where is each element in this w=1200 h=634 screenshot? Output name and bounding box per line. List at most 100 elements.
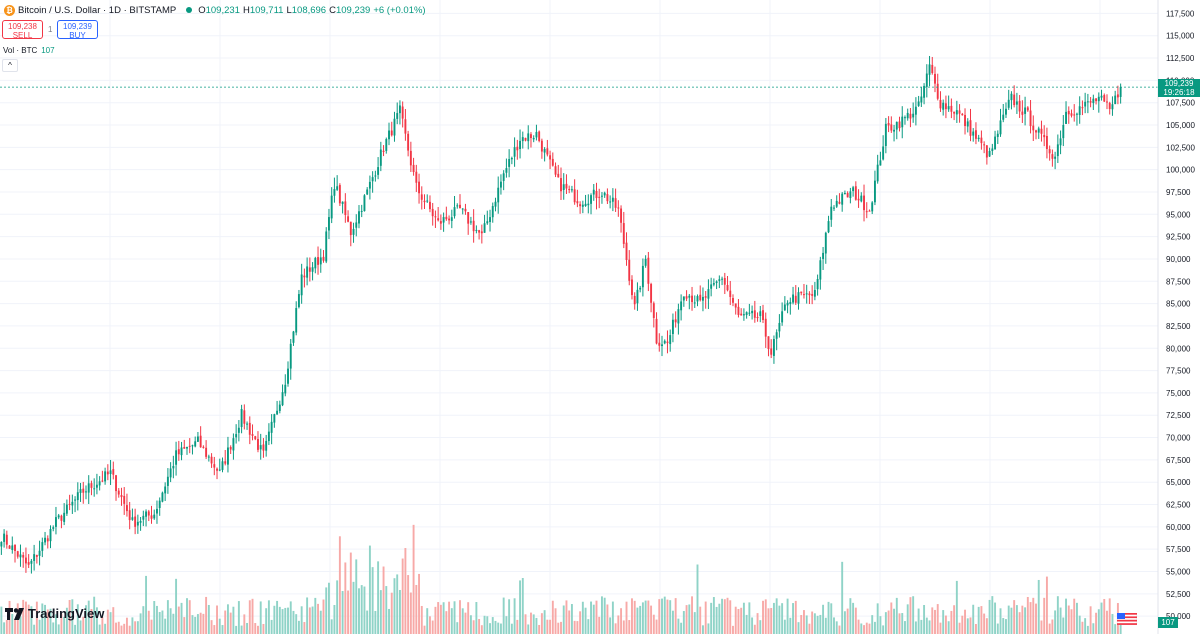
candle-body — [330, 195, 333, 219]
candle-body — [813, 290, 816, 297]
candle-body — [60, 515, 63, 521]
volume-bar — [865, 622, 868, 634]
candle-body — [871, 202, 874, 212]
y-tick-label: 92,500 — [1166, 233, 1191, 242]
sell-button[interactable]: 109,238 SELL — [2, 20, 43, 40]
y-tick-label: 62,500 — [1166, 501, 1191, 510]
volume-bar — [737, 608, 740, 634]
candle-body — [1037, 128, 1040, 133]
brand-name: TradingView — [28, 606, 105, 621]
candle-body — [16, 551, 19, 557]
y-tick-label: 85,000 — [1166, 300, 1191, 309]
volume-bar — [781, 603, 784, 634]
price-axis[interactable]: 50,000 52,500 55,000 57,500 60,000 62,500 65,0… — [1166, 9, 1195, 621]
candle-body — [988, 151, 991, 157]
candle-body — [188, 445, 191, 447]
candle-body — [680, 301, 683, 311]
volume-bar — [472, 620, 475, 634]
volume-bar — [183, 617, 186, 634]
candle-body — [229, 446, 232, 450]
volume-bar — [1095, 612, 1098, 634]
volume-bar — [904, 621, 906, 634]
candle-body — [382, 150, 385, 152]
y-tick-label: 70,000 — [1166, 434, 1191, 443]
volume-bar — [259, 601, 262, 634]
volume-bar — [1092, 623, 1095, 634]
volume-bar — [852, 602, 855, 634]
candle-body — [136, 521, 139, 526]
volume-bar — [944, 615, 947, 634]
candle-body — [565, 183, 568, 189]
volume-bar — [450, 608, 453, 634]
volume-bar — [704, 601, 707, 634]
volume-bar — [696, 564, 699, 634]
candle-body — [109, 470, 112, 475]
volume-bar — [398, 590, 401, 634]
candle-body — [622, 223, 625, 244]
volume-bar — [600, 596, 603, 634]
candle-body — [240, 409, 243, 428]
volume-bar — [112, 607, 115, 634]
volume-bar — [906, 604, 909, 634]
candle-body — [65, 504, 68, 514]
volume-bar — [456, 622, 459, 634]
candle-body — [166, 476, 169, 486]
candle-body — [742, 314, 745, 316]
candle-body — [95, 484, 98, 488]
y-tick-label: 60,000 — [1166, 523, 1191, 532]
candle-body — [41, 542, 44, 551]
volume-bar — [797, 622, 800, 634]
volume-bar — [412, 524, 415, 634]
candle-body — [759, 311, 762, 317]
candle-body — [917, 101, 920, 106]
volume-bar — [813, 613, 816, 634]
volume-bar — [385, 586, 388, 634]
candle-body — [614, 198, 617, 208]
symbol-title[interactable]: Bitcoin / U.S. Dollar · 1D · BITSTAMP — [18, 4, 177, 16]
candle-body — [131, 517, 134, 520]
volume-bar — [966, 618, 969, 634]
candle-body — [969, 120, 972, 136]
candle-body — [98, 481, 101, 486]
volume-bar — [751, 617, 754, 634]
candle-body — [117, 490, 120, 495]
volume-bar — [188, 600, 191, 634]
volume-bar — [1013, 600, 1016, 634]
candle-body — [521, 137, 524, 142]
candle-body — [873, 180, 876, 203]
volume-bar — [977, 606, 980, 634]
candle-body — [265, 441, 268, 451]
candle-body — [104, 471, 107, 482]
candle-body — [693, 302, 696, 304]
candle-body — [557, 173, 560, 178]
candle-body — [363, 195, 366, 212]
volume-bar — [961, 615, 964, 634]
buy-button[interactable]: 109,239 BUY — [57, 20, 98, 40]
candle-body — [661, 344, 663, 347]
volume-bar — [969, 617, 972, 634]
volume-bar — [226, 604, 229, 634]
volume-bar — [322, 599, 325, 634]
candle-body — [655, 318, 658, 344]
volume-bar — [726, 597, 729, 634]
volume-bar — [464, 612, 467, 634]
us-flag-icon — [1117, 613, 1137, 625]
volume-bar — [901, 613, 904, 634]
volume-bar — [98, 624, 101, 634]
volume-bar — [666, 599, 669, 634]
candle-body — [887, 123, 890, 126]
candle-body — [314, 257, 317, 269]
volume-bar — [218, 618, 221, 634]
volume-bar — [57, 624, 60, 634]
volume-bar — [712, 597, 715, 634]
candle-body — [581, 204, 584, 207]
candle-body — [1076, 113, 1078, 115]
candle-body — [879, 160, 882, 166]
candle-body — [328, 217, 330, 231]
candle-body — [685, 296, 688, 299]
volume-bar — [52, 622, 55, 634]
volume-bar — [106, 609, 109, 634]
volume-bar — [1048, 623, 1051, 634]
collapse-legend-button[interactable]: ^ — [2, 59, 18, 72]
